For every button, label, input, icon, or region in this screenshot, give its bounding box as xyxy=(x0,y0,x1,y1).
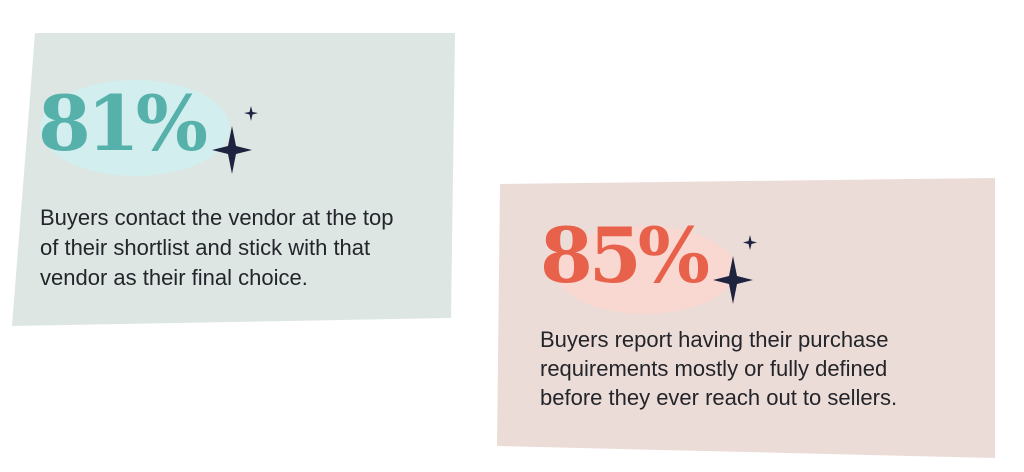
sparkle xyxy=(244,106,258,121)
description-line: Buyers contact the vendor at the top xyxy=(40,205,393,230)
card: 81% Buyers contact the vendor at the top… xyxy=(12,33,455,326)
card: 85% Buyers report having their purchase … xyxy=(497,178,995,458)
description-line: Buyers report having their purchase xyxy=(540,327,889,352)
description-line: requirements mostly or fully defined xyxy=(540,356,887,381)
sparkle xyxy=(743,235,757,250)
blob xyxy=(555,226,735,314)
description-line: vendor as their final choice. xyxy=(40,265,308,290)
blob xyxy=(40,80,230,176)
stat: 81% xyxy=(38,79,207,168)
sparkle xyxy=(212,126,252,174)
sparkle xyxy=(713,256,753,304)
description-line: before they ever reach out to sellers. xyxy=(540,385,897,410)
stat: 85% xyxy=(540,211,709,300)
description-line: of their shortlist and stick with that xyxy=(40,235,370,260)
